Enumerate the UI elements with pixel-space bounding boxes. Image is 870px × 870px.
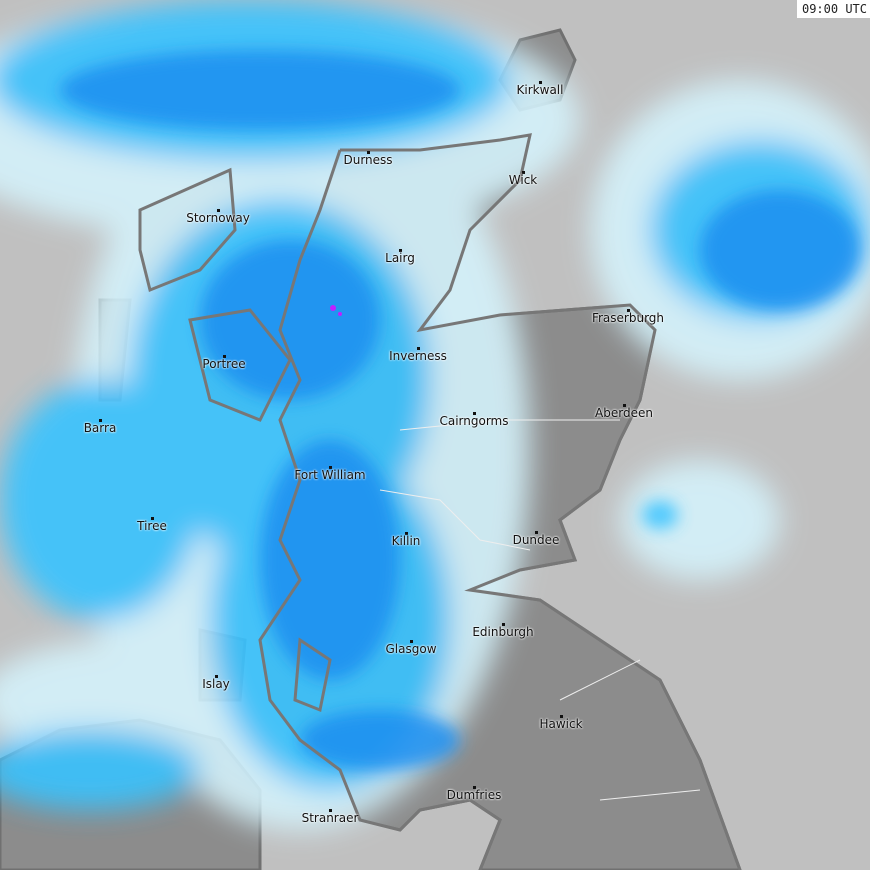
city-label: Inverness <box>389 349 447 363</box>
city-marker-icon <box>367 151 370 154</box>
city-label: Durness <box>343 153 393 167</box>
city-label: Fort William <box>294 468 366 482</box>
city-marker-icon <box>623 404 626 407</box>
city-marker-icon <box>560 715 563 718</box>
city-label: Stranraer <box>301 811 359 825</box>
city-marker-icon <box>502 623 505 626</box>
city-marker-icon <box>627 309 630 312</box>
city-marker-icon <box>405 532 408 535</box>
city-marker-icon <box>417 347 420 350</box>
city-label: Wick <box>508 173 538 187</box>
precipitation-layer <box>0 0 870 830</box>
city-label: Kirkwall <box>516 83 564 97</box>
city-label: Glasgow <box>385 642 437 656</box>
city-marker-icon <box>539 81 542 84</box>
city-marker-icon <box>410 640 413 643</box>
city-label: Portree <box>202 357 246 371</box>
city-marker-icon <box>329 466 332 469</box>
city-label: Aberdeen <box>595 406 653 420</box>
city-label: Tiree <box>137 519 167 533</box>
borders <box>379 419 701 801</box>
city-label: Stornoway <box>186 211 250 225</box>
city-marker-icon <box>522 171 525 174</box>
city-marker-icon <box>215 675 218 678</box>
city-label: Islay <box>202 677 230 691</box>
city-marker-icon <box>99 419 102 422</box>
city-label: Dundee <box>512 533 560 547</box>
timestamp: 09:00 UTC <box>796 0 870 18</box>
city-marker-icon <box>535 531 538 534</box>
city-label: Fraserburgh <box>591 311 665 325</box>
city-label: Hawick <box>539 717 583 731</box>
city-marker-icon <box>399 249 402 252</box>
city-marker-icon <box>473 786 476 789</box>
coastline <box>138 133 742 870</box>
city-marker-icon <box>473 412 476 415</box>
city-label: Lairg <box>385 251 415 265</box>
city-marker-icon <box>217 209 220 212</box>
city-label: Cairngorms <box>439 414 509 428</box>
city-label: Edinburgh <box>472 625 534 639</box>
city-marker-icon <box>329 809 332 812</box>
city-label: Barra <box>83 421 117 435</box>
city-marker-icon <box>151 517 154 520</box>
city-label: Killin <box>391 534 421 548</box>
city-label: Dumfries <box>446 788 502 802</box>
city-marker-icon <box>223 355 226 358</box>
